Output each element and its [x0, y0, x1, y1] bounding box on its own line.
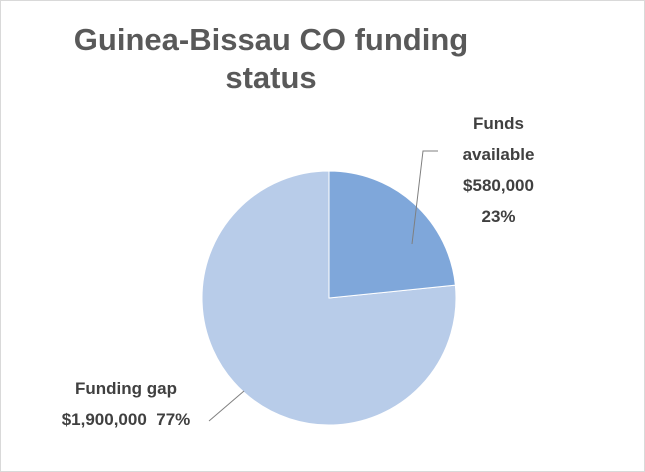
label-value: $580,000	[463, 176, 534, 195]
data-label: Funding gap $1,900,000 77%	[11, 373, 241, 435]
label-category: Funding gap	[75, 379, 177, 398]
pie-slice	[328, 170, 456, 299]
chart-title: Guinea-Bissau CO funding status	[73, 22, 469, 95]
leader-line	[208, 390, 245, 422]
leader-line	[411, 150, 438, 245]
label-percent: 77%	[156, 410, 191, 429]
data-label: Funds available $580,000 23%	[441, 108, 556, 232]
label-percent: 23%	[481, 207, 516, 226]
label-line: $1,900,000 77%	[11, 404, 241, 435]
label-value: $1,900,000	[61, 410, 147, 429]
label-category: Funds available	[462, 114, 535, 164]
